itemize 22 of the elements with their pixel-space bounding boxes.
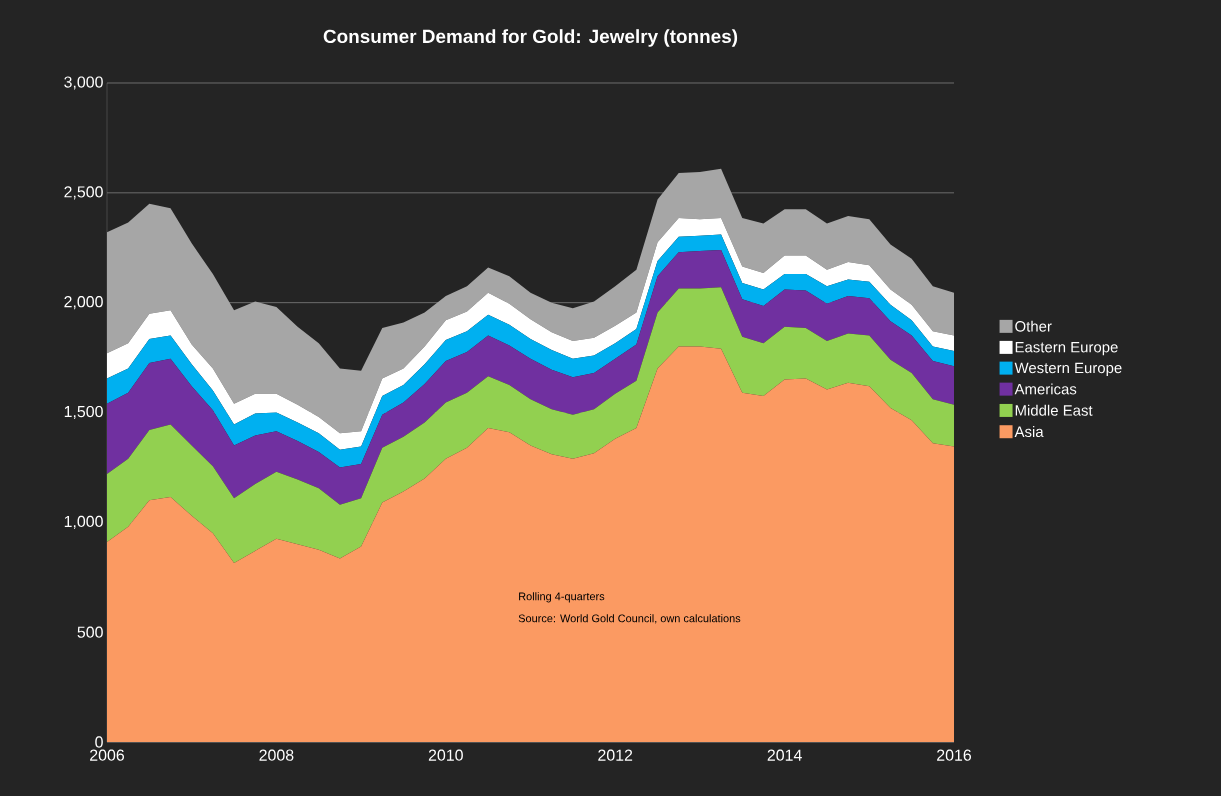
- y-tick-label: 500: [77, 626, 103, 638]
- legend-label: Asia: [1014, 426, 1044, 438]
- chart-title: Consumer Demand for Gold: Jewelry (tonnes): [323, 29, 738, 47]
- y-tick-label: 2,000: [64, 296, 103, 310]
- x-tick-label: 2016: [937, 749, 972, 761]
- y-tick-label: 1,500: [64, 405, 103, 420]
- legend-label: Other: [1015, 320, 1052, 332]
- legend-label: Western Europe: [1014, 362, 1122, 377]
- y-tick-label: 2,500: [64, 186, 103, 200]
- x-tick-label: 2014: [767, 749, 802, 761]
- y-tick-label: 1,000: [64, 515, 103, 529]
- annotation: Rolling 4-quarters: [519, 592, 605, 603]
- legend-label: Eastern Europe: [1015, 342, 1118, 356]
- x-tick-label: 2008: [259, 749, 294, 761]
- y-tick-label: 0: [95, 736, 103, 748]
- x-tick-label: 2006: [90, 749, 125, 761]
- legend-label: Americas: [1014, 383, 1077, 395]
- legend-label: Middle East: [1015, 404, 1093, 416]
- y-tick-label: 3,000: [64, 76, 103, 90]
- annotation: Source: World Gold Council, own calculations: [518, 614, 741, 624]
- x-tick-label: 2012: [598, 749, 633, 761]
- x-tick-label: 2010: [428, 749, 463, 761]
